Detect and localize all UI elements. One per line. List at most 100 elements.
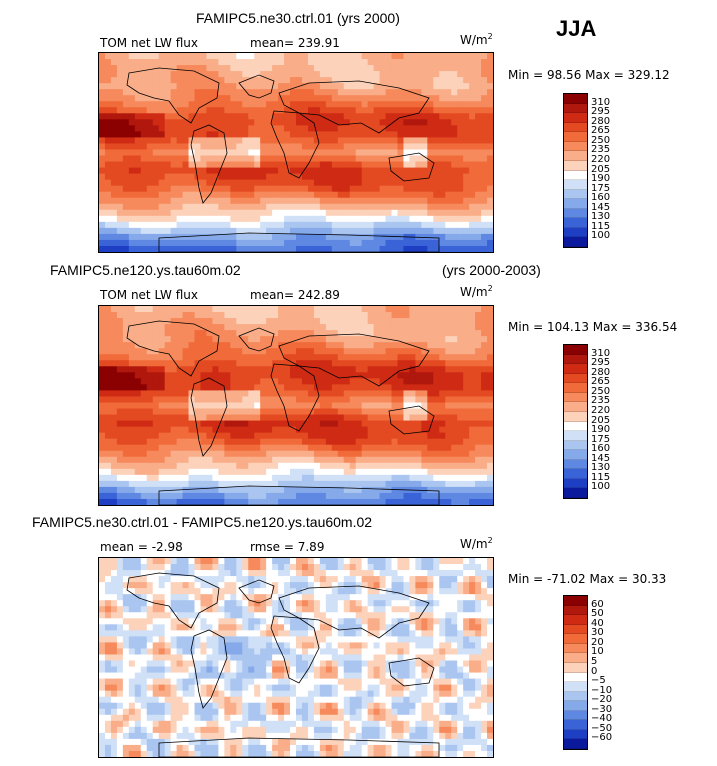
map-cell — [391, 354, 399, 361]
map-cell — [391, 173, 399, 181]
map-cell — [319, 594, 327, 601]
map-cell — [284, 474, 291, 482]
map-cell — [481, 95, 488, 102]
map-cell — [391, 408, 399, 416]
map-cell — [373, 324, 381, 331]
map-cell — [313, 179, 321, 187]
map-cell — [134, 408, 142, 416]
map-cell — [146, 312, 154, 319]
map-cell — [218, 227, 225, 235]
map-cell — [313, 227, 321, 235]
map-cell — [290, 420, 297, 428]
map-cell — [343, 95, 351, 102]
colorbar-box — [564, 459, 587, 470]
map-cell — [475, 119, 482, 126]
map-cell — [296, 348, 303, 355]
map-cell — [439, 71, 446, 78]
map-cell — [296, 564, 303, 571]
map-cell — [152, 227, 160, 235]
map-cell — [301, 215, 309, 223]
map-cell — [110, 480, 118, 488]
map-cell — [116, 576, 124, 583]
map-cell — [451, 239, 458, 247]
map-cell — [200, 209, 208, 217]
map-cell — [385, 179, 393, 187]
map-cell — [116, 197, 124, 205]
map-cell — [164, 71, 172, 78]
map-cell — [152, 215, 160, 223]
map-cell — [260, 594, 267, 601]
map-cell — [469, 149, 476, 157]
map-cell — [164, 83, 172, 90]
map-cell — [272, 468, 279, 476]
map-cell — [272, 342, 279, 349]
map-cell — [272, 426, 279, 434]
map-cell — [146, 173, 154, 181]
map-cell — [391, 131, 399, 139]
map-cell — [158, 456, 166, 464]
map-cell — [200, 474, 208, 482]
map-cell — [128, 444, 136, 452]
map-cell — [99, 492, 106, 500]
map-cell — [224, 95, 231, 102]
map-cell — [469, 318, 476, 325]
map-cell — [421, 71, 428, 78]
map-cell — [134, 185, 142, 193]
map-cell — [158, 408, 166, 416]
map-cell — [331, 438, 339, 446]
map-cell — [307, 330, 315, 337]
map-cell — [331, 131, 339, 139]
map-cell — [182, 354, 190, 361]
map-cell — [104, 438, 112, 446]
map-cell — [325, 233, 333, 241]
map-cell — [421, 318, 428, 325]
map-cell — [122, 594, 130, 601]
map-cell — [433, 53, 440, 60]
map-cell — [307, 119, 315, 126]
map-cell — [140, 360, 148, 367]
map-cell — [439, 396, 446, 404]
map-cell — [134, 588, 142, 595]
map-cell — [325, 245, 333, 252]
map-cell — [224, 342, 231, 349]
map-cell — [349, 233, 357, 241]
map-cell — [272, 564, 279, 571]
map-cell — [457, 474, 464, 482]
map-cell — [200, 306, 208, 313]
map-cell — [158, 83, 166, 90]
map-cell — [469, 486, 476, 494]
map-cell — [397, 414, 405, 422]
map-cell — [397, 390, 405, 398]
map-cell — [134, 366, 142, 373]
map-cell — [391, 420, 399, 428]
map-cell — [128, 324, 136, 331]
colorbar-box — [564, 411, 587, 422]
map-cell — [278, 221, 285, 229]
map-cell — [260, 564, 267, 571]
map-cell — [349, 354, 357, 361]
map-cell — [487, 77, 493, 84]
map-cell — [307, 107, 315, 114]
map-cell — [146, 149, 154, 157]
map-cell — [331, 474, 339, 482]
map-cell — [230, 221, 237, 229]
map-cell — [110, 342, 118, 349]
map-cell — [367, 474, 375, 482]
map-cell — [152, 354, 160, 361]
map-cell — [158, 155, 166, 163]
map-cell — [134, 107, 142, 114]
map-cell — [469, 119, 476, 126]
map-cell — [367, 396, 375, 404]
map-cell — [373, 480, 381, 488]
map-cell — [337, 480, 345, 488]
map-cell — [248, 59, 255, 66]
map-cell — [266, 420, 273, 428]
map-cell — [451, 390, 458, 398]
map-cell — [99, 474, 106, 482]
map-cell — [331, 594, 339, 601]
map-cell — [248, 408, 255, 416]
map-cell — [397, 468, 405, 476]
map-cell — [373, 119, 381, 126]
map-cell — [140, 179, 148, 187]
map-cell — [266, 185, 273, 193]
